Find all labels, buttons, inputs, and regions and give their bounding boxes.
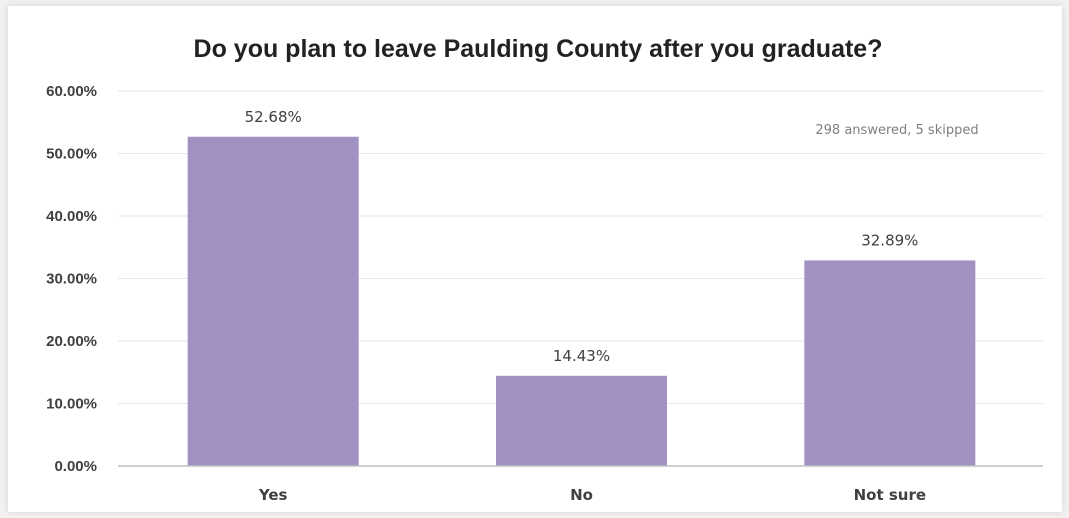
x-axis-tick-labels: Yes No Not sure: [258, 486, 926, 504]
y-tick-label: 10.00%: [46, 396, 97, 413]
y-axis-tick-labels: 0.00% 10.00% 20.00% 30.00% 40.00% 50.00% 60.00…: [46, 83, 97, 475]
y-tick-label: 0.00%: [54, 458, 97, 475]
x-tick-label: No: [570, 486, 593, 504]
y-tick-label: 20.00%: [46, 333, 97, 350]
data-label: 32.89%: [861, 231, 918, 249]
data-label: 14.43%: [553, 347, 610, 365]
response-count-annotation: 298 answered, 5 skipped: [815, 123, 978, 138]
y-tick-label: 30.00%: [46, 271, 97, 288]
x-tick-label: Yes: [258, 486, 288, 504]
bar: [496, 375, 667, 466]
x-tick-label: Not sure: [854, 486, 926, 504]
bar: [187, 136, 359, 466]
chart-title: Do you plan to leave Paulding County aft…: [194, 35, 883, 63]
bars: [187, 136, 976, 466]
y-tick-label: 40.00%: [46, 208, 97, 225]
y-tick-label: 50.00%: [46, 146, 97, 163]
data-label: 52.68%: [245, 108, 302, 126]
y-tick-label: 60.00%: [46, 83, 97, 100]
bar: [804, 260, 976, 466]
data-labels: 52.68% 14.43% 32.89%: [245, 108, 919, 365]
